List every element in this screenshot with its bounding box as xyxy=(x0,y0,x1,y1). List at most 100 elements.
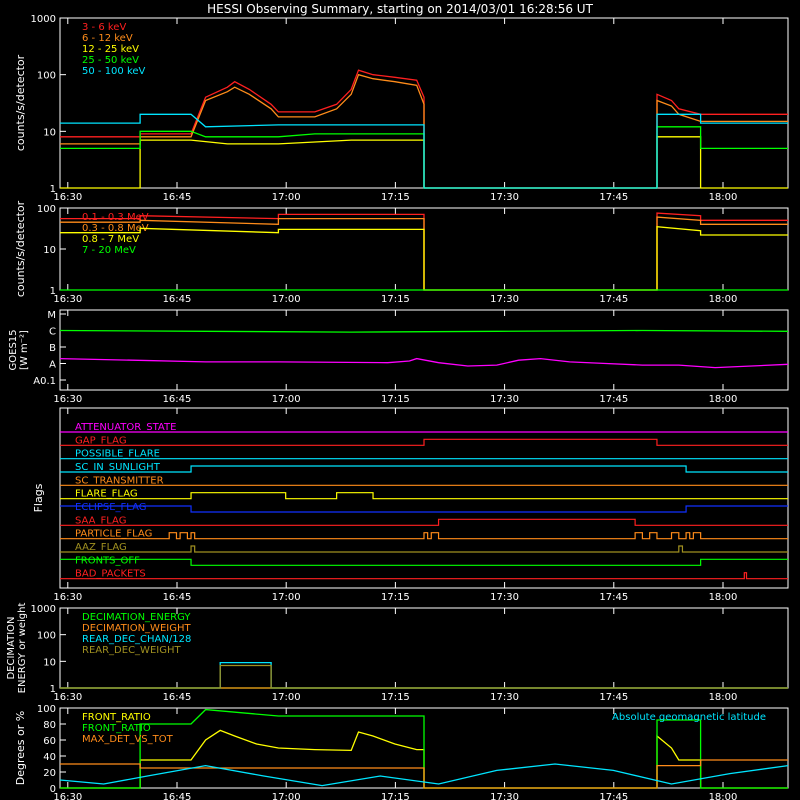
flag-line xyxy=(60,558,788,566)
x-tick-label: 18:00 xyxy=(709,692,738,703)
x-tick-label: 16:30 xyxy=(53,692,82,703)
series-line xyxy=(60,729,788,789)
flag-line xyxy=(60,505,788,513)
x-tick-label: 17:45 xyxy=(599,192,628,203)
x-tick-label: 17:00 xyxy=(272,792,301,800)
x-tick-label: 17:15 xyxy=(381,592,410,603)
series-line xyxy=(59,329,789,333)
annotation-label: Absolute geomagnetic latitude xyxy=(612,712,766,723)
x-tick-label: 17:45 xyxy=(599,294,628,305)
y-tick-label: 10 xyxy=(43,657,56,668)
legend-entry: 0.3 - 0.8 MeV xyxy=(82,223,149,234)
y-tick-label: 1 xyxy=(50,684,56,695)
legend-entry: 3 - 6 keV xyxy=(82,22,126,33)
y-tick-label: 1000 xyxy=(31,14,56,25)
y-tick-label: 10 xyxy=(43,245,56,256)
series-line xyxy=(60,225,788,291)
legend-entry: AAZ_FLAG xyxy=(75,542,127,553)
legend-entry: 0.8 - 7 MeV xyxy=(82,234,139,245)
x-tick-label: 17:00 xyxy=(272,592,301,603)
series-line xyxy=(60,664,788,689)
panel3-panel: 16:30 16:45 17:00 17:15 17:30 17:45 18:00 A0.1 A… xyxy=(8,309,789,405)
legend-entry: 0.1 - 0.3 MeV xyxy=(82,212,149,223)
legend-entry: POSSIBLE_FLARE xyxy=(75,449,160,460)
y-tick-label: 60 xyxy=(43,736,56,747)
x-tick-label: 17:30 xyxy=(490,394,519,405)
x-tick-label: 17:00 xyxy=(272,192,301,203)
x-tick-label: 18:00 xyxy=(709,394,738,405)
y-axis-label: Flags xyxy=(32,483,45,512)
x-tick-label: 16:30 xyxy=(53,592,82,603)
legend-entry: FLARE_FLAG xyxy=(75,489,138,500)
y-tick-label: 1000 xyxy=(31,604,56,615)
y-tick-label: M xyxy=(47,310,56,321)
x-tick-label: 16:45 xyxy=(163,394,192,405)
panel2-panel: 16:30 16:45 17:00 17:15 17:30 17:45 18:00 1 10 10… xyxy=(14,200,789,305)
legend-entry: DECIMATION_WEIGHT xyxy=(82,623,191,634)
series-line xyxy=(59,357,789,369)
y-axis-label: [W m⁻²] xyxy=(19,330,30,370)
legend-entry: SC_IN_SUNLIGHT xyxy=(75,462,161,473)
y-tick-label: 10 xyxy=(43,127,56,138)
y-tick-label: B xyxy=(49,343,56,354)
x-tick-label: 18:00 xyxy=(709,792,738,800)
y-axis-label: ENERGY or weight xyxy=(17,603,28,694)
x-tick-label: 17:00 xyxy=(272,294,301,305)
legend-entry: ATTENUATOR_STATE xyxy=(75,422,176,433)
x-tick-label: 17:30 xyxy=(490,192,519,203)
flag-line xyxy=(60,572,788,580)
flag-line xyxy=(60,492,788,500)
legend-entry: 7 - 20 MeV xyxy=(82,245,136,256)
x-tick-label: 17:15 xyxy=(381,394,410,405)
flag-line xyxy=(60,465,788,473)
series-line xyxy=(60,73,788,189)
y-tick-label: 80 xyxy=(43,720,56,731)
x-tick-label: 18:00 xyxy=(709,192,738,203)
x-tick-label: 17:30 xyxy=(490,294,519,305)
y-axis-label: counts/s/detector xyxy=(14,200,27,297)
legend-entry: PARTICLE_FLAG xyxy=(75,529,152,540)
y-axis-label: counts/s/detector xyxy=(14,54,27,151)
x-tick-label: 17:45 xyxy=(599,394,628,405)
series-line xyxy=(60,759,788,789)
panel3-frame xyxy=(59,309,789,391)
x-tick-label: 17:00 xyxy=(272,394,301,405)
legend-entry: 6 - 12 keV xyxy=(82,33,133,44)
x-tick-label: 16:45 xyxy=(163,792,192,800)
legend-entry: SC_TRANSMITTER xyxy=(75,475,164,486)
chart-title: HESSI Observing Summary, starting on 201… xyxy=(207,2,593,16)
x-tick-label: 17:30 xyxy=(490,592,519,603)
flag-line xyxy=(60,532,788,540)
x-tick-label: 17:45 xyxy=(599,592,628,603)
series-line xyxy=(60,126,788,189)
x-tick-label: 18:00 xyxy=(709,592,738,603)
series-line xyxy=(60,69,788,189)
legend-entry: FRONT_RATIO xyxy=(82,723,151,734)
flag-line xyxy=(60,438,788,446)
panel4-frame xyxy=(59,407,789,589)
x-tick-label: 17:45 xyxy=(599,692,628,703)
y-tick-label: 1 xyxy=(50,286,56,297)
panel5-panel: 16:30 16:45 17:00 17:15 17:30 17:45 18:00 1 10 10… xyxy=(6,603,789,703)
legend-entry: ECLIPSE_FLAG xyxy=(75,502,146,513)
x-tick-label: 17:00 xyxy=(272,692,301,703)
x-tick-label: 17:45 xyxy=(599,792,628,800)
y-axis-label: GOES15 xyxy=(8,329,19,370)
legend-entry: REAR_DEC_WEIGHT xyxy=(82,645,181,656)
x-tick-label: 17:15 xyxy=(381,192,410,203)
y-tick-label: 1 xyxy=(50,184,56,195)
x-tick-label: 17:15 xyxy=(381,294,410,305)
x-tick-label: 16:30 xyxy=(53,192,82,203)
x-tick-label: 16:30 xyxy=(53,394,82,405)
series-line xyxy=(59,763,789,787)
y-tick-label: A0.1 xyxy=(33,376,56,387)
legend-entry: REAR_DEC_CHAN/128 xyxy=(82,634,191,645)
y-tick-label: 100 xyxy=(37,631,56,642)
x-tick-label: 16:45 xyxy=(163,692,192,703)
panel6-panel: 16:30 16:45 17:00 17:15 17:30 17:45 18:00 0 20 40… xyxy=(14,704,789,800)
x-tick-label: 17:30 xyxy=(490,792,519,800)
y-tick-label: 40 xyxy=(43,752,56,763)
legend-entry: 25 - 50 keV xyxy=(82,55,139,66)
panel4-panel: 16:30 16:45 17:00 17:15 17:30 17:45 18:00 Flags… xyxy=(32,407,789,603)
